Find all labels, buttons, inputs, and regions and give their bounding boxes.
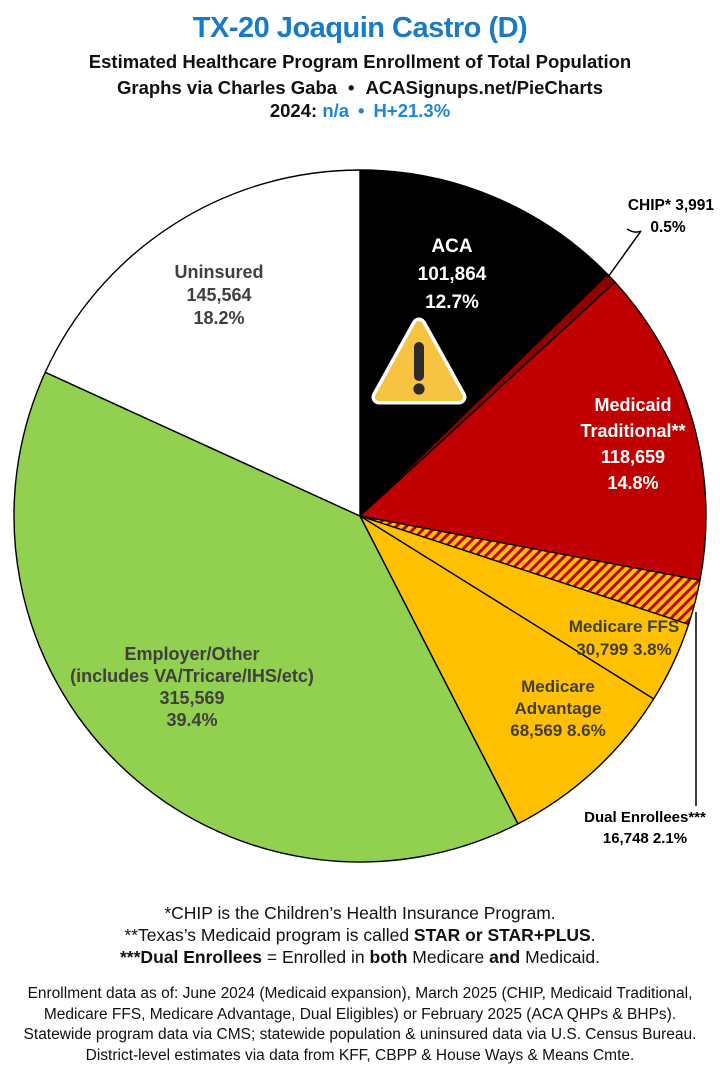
- label-line: Traditional**: [580, 421, 686, 441]
- footnote-medicaid-name: **Texas’s Medicaid program is called STA…: [124, 925, 596, 945]
- label-line: Medicare: [521, 677, 595, 696]
- label-aca: ACA 101,864 12.7%: [362, 233, 542, 317]
- byline-credit: Graphs via Charles Gaba: [117, 77, 338, 98]
- year-label: 2024:: [269, 100, 318, 121]
- label-line: Medicare FFS: [568, 617, 680, 636]
- label-line: 315,569: [159, 688, 225, 708]
- warning-icon: [371, 317, 467, 405]
- label-line: Advantage: [514, 699, 602, 718]
- label-medicaid-traditional: Medicaid Traditional** 118,659 14.8%: [538, 392, 720, 496]
- label-line: 68,569 8.6%: [510, 721, 606, 740]
- label-line: 14.8%: [607, 473, 659, 493]
- label-line: 30,799 3.8%: [576, 640, 672, 659]
- pie-slice-employer-other: [13, 371, 519, 863]
- year-stats-line: 2024: n/a • H+21.3%: [0, 100, 720, 122]
- source-line: Statewide program data via CMS; statewid…: [23, 1026, 697, 1043]
- chip-callout-line: [607, 228, 642, 278]
- label-line: Medicaid: [594, 395, 672, 415]
- label-line: 18.2%: [193, 308, 245, 328]
- label-line: Uninsured: [174, 262, 264, 282]
- label-line: Dual Enrollees***: [584, 809, 706, 826]
- source-line: Medicare FFS, Medicare Advantage, Dual E…: [43, 1005, 677, 1023]
- label-line: ACA: [431, 236, 473, 257]
- label-medicare-advantage: Medicare Advantage 68,569 8.6%: [468, 676, 648, 742]
- footnote-dual-enrollees: ***Dual Enrollees = Enrolled in both Med…: [120, 947, 600, 967]
- pie-slice-uninsured: [44, 169, 361, 517]
- house-margin-value: H+21.3%: [373, 100, 451, 121]
- label-line: 16,748 2.1%: [602, 830, 688, 847]
- label-uninsured: Uninsured 145,564 18.2%: [109, 261, 329, 330]
- pie-chart: [13, 169, 707, 863]
- source-line: District-level estimates via data from K…: [85, 1046, 635, 1064]
- byline: Graphs via Charles Gaba • ACASignups.net/P…: [0, 77, 720, 99]
- label-chip-pct: 0.5%: [650, 219, 686, 236]
- pie-slice-aca: [359, 169, 609, 517]
- label-medicare-ffs: Medicare FFS 30,799 3.8%: [534, 615, 714, 661]
- label-line: 39.4%: [166, 710, 218, 730]
- footnote-chip: *CHIP is the Children’s Health Insurance…: [164, 903, 556, 923]
- label-chip: CHIP* 3,991: [627, 197, 714, 214]
- chart-subtitle: Estimated Healthcare Program Enrollment …: [88, 51, 632, 72]
- bullet-separator: •: [358, 100, 365, 121]
- data-source-note: Enrollment data as of: June 2024 (Medica…: [0, 984, 720, 1066]
- pie-slice-medicare-advantage: [359, 515, 655, 825]
- byline-site: ACASignups.net/PieCharts: [365, 77, 603, 98]
- label-line: 12.7%: [425, 292, 479, 313]
- label-employer-other: Employer/Other (includes VA/Tricare/IHS/…: [42, 643, 342, 731]
- label-line: 145,564: [186, 285, 252, 305]
- label-line: Employer/Other: [124, 644, 260, 664]
- page-title: TX-20 Joaquin Castro (D): [192, 12, 528, 44]
- footnotes: *CHIP is the Children’s Health Insurance…: [0, 902, 720, 968]
- source-line: Enrollment data as of: June 2024 (Medica…: [27, 985, 693, 1002]
- bullet-separator: •: [348, 77, 355, 98]
- label-line: (includes VA/Tricare/IHS/etc): [70, 666, 314, 686]
- label-line: 118,659: [600, 447, 666, 467]
- year-value: n/a: [322, 100, 350, 121]
- label-line: 101,864: [417, 264, 487, 285]
- label-dual-enrollees: Dual Enrollees*** 16,748 2.1%: [570, 807, 720, 849]
- pie-slice-medicaid-traditional: [359, 281, 707, 581]
